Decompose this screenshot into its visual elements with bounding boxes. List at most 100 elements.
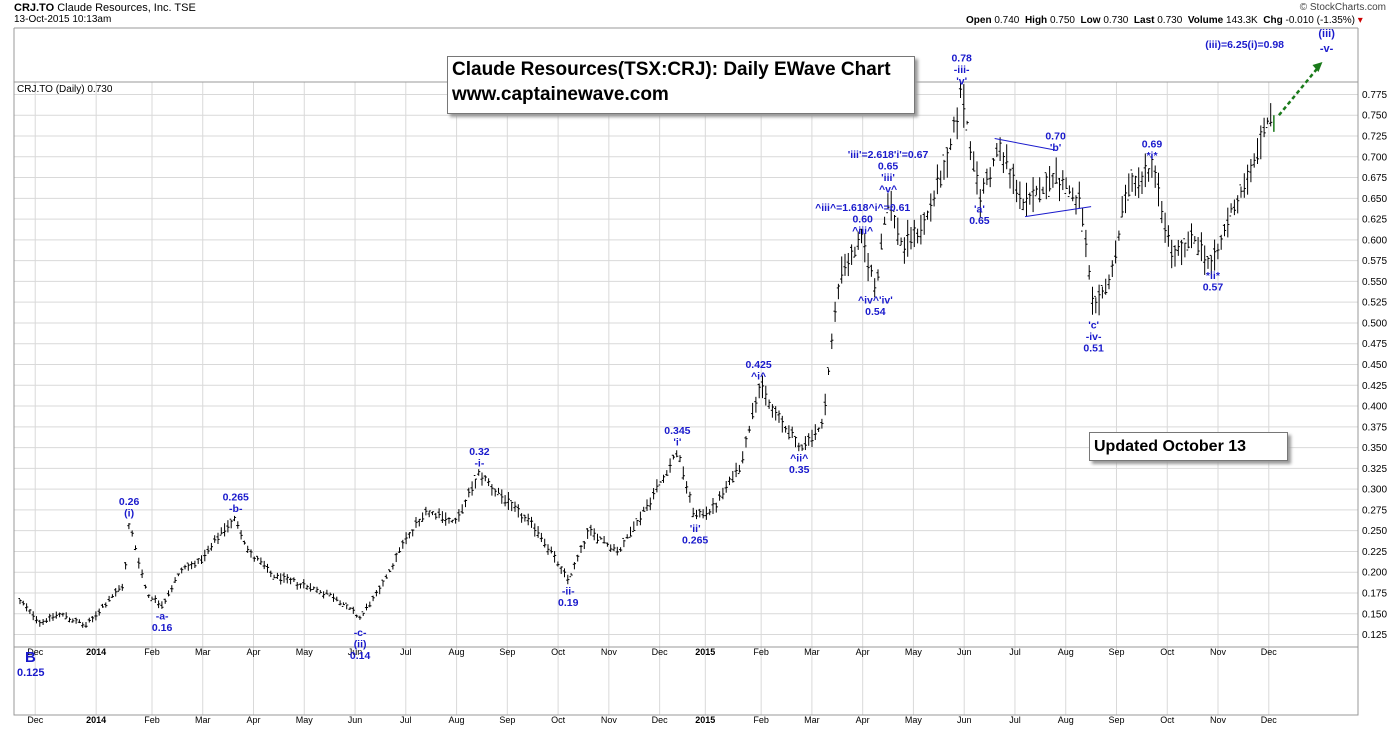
ohlc-bar [34,616,39,624]
wave-label-line: 0.425 [745,359,771,371]
ohlc-bar [747,425,751,433]
ohlc-bar [968,141,972,161]
ohlc-bar [87,617,91,623]
x-tick-label-lower: Oct [551,715,566,725]
ohlc-bar [790,426,794,439]
ohlc-bar [256,555,260,561]
ohlc-bar [1067,185,1071,198]
ohlc-bar [757,383,761,399]
ohlc-bar [1130,169,1134,192]
x-tick-label: Jun [957,647,972,657]
x-tick-label-lower: Mar [804,715,820,725]
ohlc-bar [962,84,966,128]
ohlc-bar [949,138,953,151]
ohlc-bar [371,595,375,602]
ohlc-bar [843,253,847,276]
wave-label-line: 0.78 [951,52,972,64]
ohlc-bar [64,612,68,620]
ohlc-bar [1163,212,1167,243]
ohlc-bar [803,436,807,451]
ohlc-bar [688,491,692,503]
ohlc-bar [25,603,29,612]
series-label: CRJ.TO (Daily) 0.730 [17,84,113,95]
ohlc-bar [166,590,171,597]
x-tick-label: Nov [1210,647,1227,657]
x-tick-label: Oct [551,647,566,657]
ohlc-bar [764,385,768,406]
ohlc-bar [219,527,223,536]
stockcharts-brand[interactable]: © StockCharts.com [1299,2,1386,13]
ohlc-bar [929,193,933,222]
x-tick-label-lower: Dec [1261,715,1278,725]
ohlc-bar [1153,165,1157,188]
ohlc-bar [1071,187,1075,202]
ohlc-bar [427,510,431,518]
wave-label-line: ^iv^'iv' [858,295,893,307]
y-tick-label: 0.350 [1362,443,1387,454]
ohlc-bar [744,436,748,448]
chart-symbol-header: CRJ.TO Claude Resources, Inc. TSE [14,2,196,14]
ohlc-bar [691,507,695,518]
ohlc-bar [355,614,359,618]
ohlc-bar [995,143,999,158]
ohlc-bar [906,219,910,257]
ohlc-bar [1087,265,1091,280]
ohlc-bar [285,574,289,584]
ohlc-bar [308,583,312,592]
ohlc-bar [473,474,477,489]
y-tick-label: 0.650 [1362,194,1387,205]
wave-label-line: 'iii' [881,172,895,184]
ohlc-bar [916,228,920,244]
wave-label-line: 'b' [1050,142,1061,154]
ohlc-bar [368,601,372,608]
ohlc-bar [1259,125,1263,160]
ohlc-bar [127,523,131,530]
ohlc-bar [526,513,530,526]
ohlc-bar [520,513,524,523]
ohlc-bar [279,573,283,585]
ohlc-bar [701,509,705,519]
ohlc-bar [289,577,293,585]
ohlc-bar [767,399,771,409]
wave-label-line: *i* [1146,150,1158,162]
ohlc-bar [61,612,65,617]
ohlc-bar [1107,274,1111,290]
y-tick-label: 0.675 [1362,173,1387,184]
ohlc-bar [302,579,306,589]
ohlc-bar [622,537,626,548]
chart-website[interactable]: www.captainewave.com [452,84,669,105]
y-tick-label: 0.325 [1362,464,1387,475]
ohlc-bar [595,533,600,544]
ohlc-bar [856,231,860,250]
ohlc-bar [170,585,174,593]
ohlc-bar [1090,286,1095,315]
ohlc-bar [632,521,636,533]
ohlc-bar [681,466,685,480]
ohlc-bar [388,569,392,573]
ohlc-bar [1206,256,1210,269]
ohlc-bar [183,564,187,570]
y-tick-label: 0.700 [1362,152,1387,163]
ohlc-bar [345,602,349,610]
ohlc-bar [470,481,474,496]
ohlc-bar [133,545,138,551]
ohlc-bar [935,164,939,195]
ohlc-bar [727,476,732,486]
x-tick-label-lower: Jun [348,715,363,725]
ohlc-bar [704,506,708,520]
ohlc-bar [1232,199,1236,216]
y-tick-label: 0.150 [1362,609,1387,620]
ohlc-bar [137,557,141,569]
ohlc-bar [902,237,906,264]
ohlc-bar [628,526,633,538]
ohlc-bar [813,424,817,441]
ohlc-bar [269,570,273,578]
ohlc-bar [1262,117,1266,138]
y-tick-label: 0.400 [1362,402,1387,413]
change-down-icon: ▾ [1357,15,1363,26]
wave-label-line: 0.65 [969,215,990,227]
ohlc-bar [140,569,144,579]
ohlc-bar [147,594,151,599]
ohlc-bar [1140,171,1144,195]
ohlc-bar [236,521,240,529]
